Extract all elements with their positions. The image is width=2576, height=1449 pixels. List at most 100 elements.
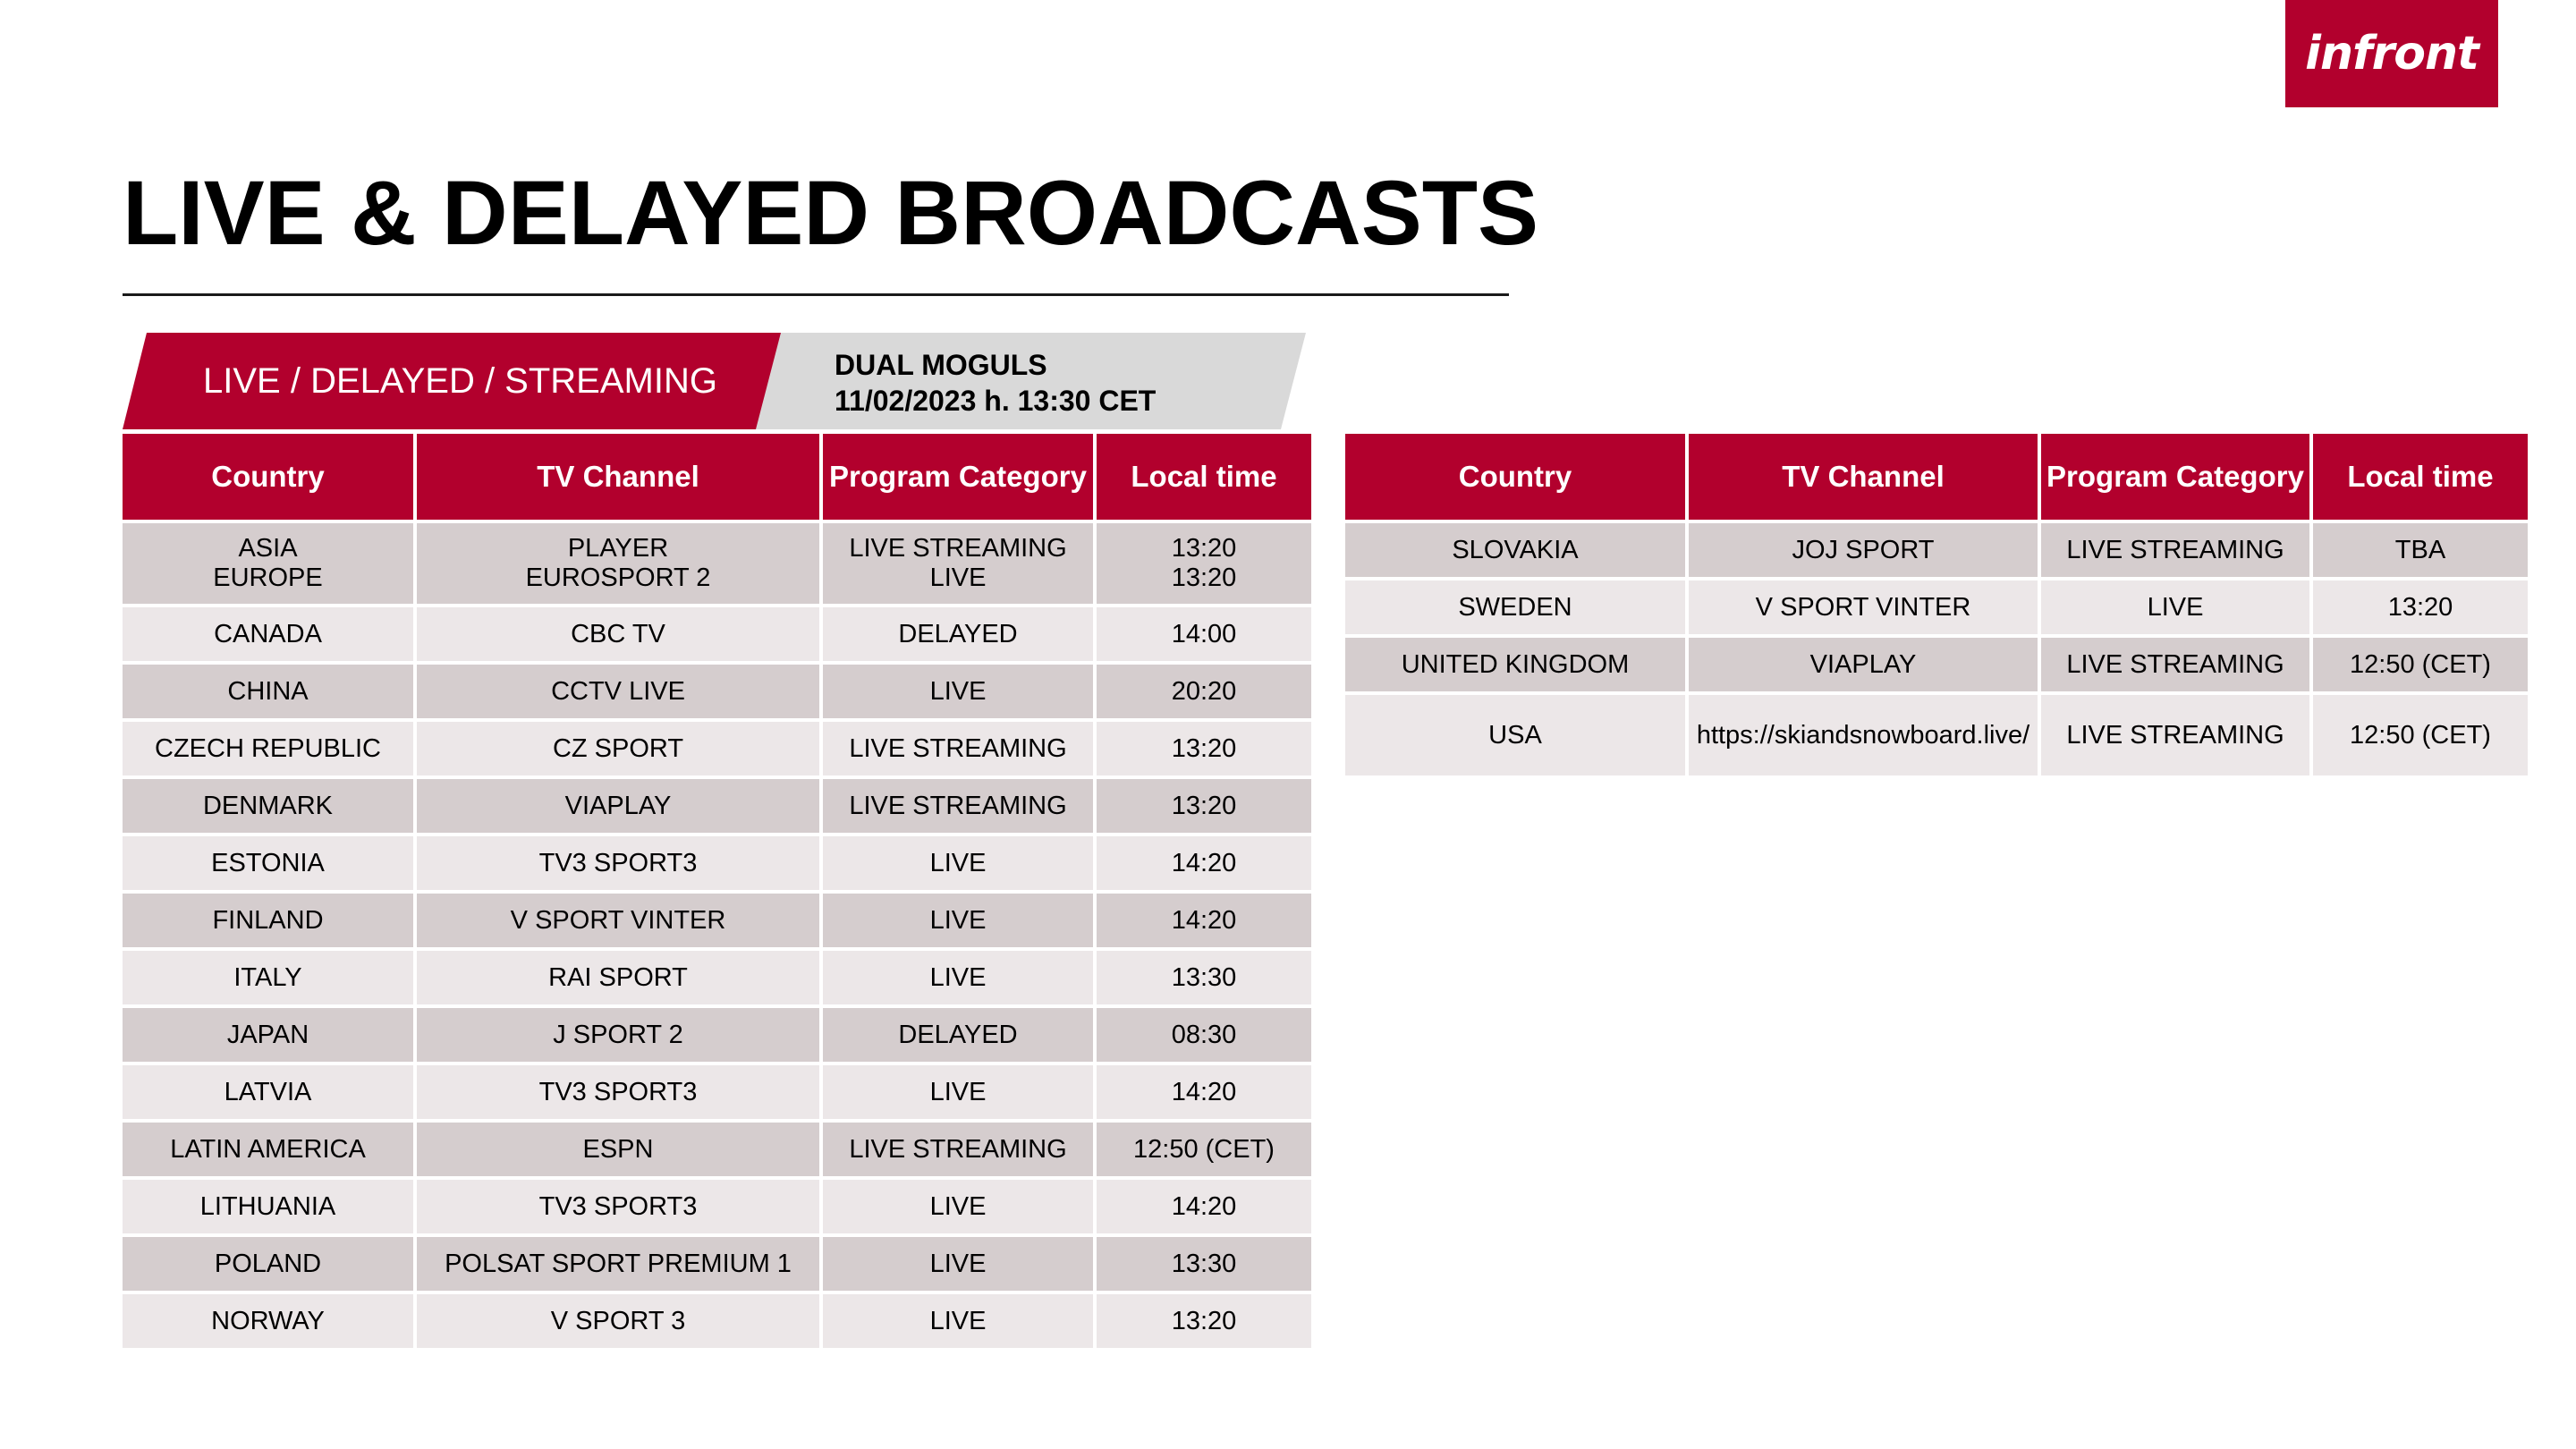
cell-tv-channel: JOJ SPORT (1689, 523, 2038, 577)
cell-country-text: NORWAY (211, 1306, 325, 1335)
table-row: POLAND POLSAT SPORT PREMIUM 1 LIVE 13:30 (123, 1237, 1311, 1291)
cell-country: ITALY (123, 951, 413, 1004)
table-row: DENMARK VIAPLAY LIVE STREAMING 13:20 (123, 779, 1311, 833)
cell-program-category: LIVE (823, 665, 1093, 718)
table-row: ITALY RAI SPORT LIVE 13:30 (123, 951, 1311, 1004)
cell-tv-channel-text: VIAPLAY (1809, 649, 1917, 679)
cell-tv-channel: CZ SPORT (417, 722, 819, 775)
cell-country-text: ITALY (233, 962, 302, 992)
cell-program-category: LIVE (823, 1237, 1093, 1291)
cell-local-time-text: 12:50 (CET) (2350, 649, 2491, 679)
table-row: FINLAND V SPORT VINTER LIVE 14:20 (123, 894, 1311, 947)
cell-country: ESTONIA (123, 836, 413, 890)
cell-local-time: TBA (2313, 523, 2528, 577)
column-header-program-category: Program Category (823, 434, 1093, 520)
cell-local-time-text: 14:20 (1171, 848, 1237, 877)
cell-local-time-text: 13:20 (1171, 564, 1237, 592)
cell-local-time: 13:20 13:20 (1097, 523, 1311, 604)
cell-local-time: 13:20 (1097, 1294, 1311, 1348)
event-banner: DUAL MOGULS 11/02/2023 h. 13:30 CET (756, 333, 1306, 429)
cell-tv-channel-text: VIAPLAY (564, 791, 672, 820)
cell-tv-channel: TV3 SPORT3 (417, 1180, 819, 1233)
cell-tv-channel-text: ESPN (582, 1134, 654, 1164)
cell-local-time: 14:20 (1097, 894, 1311, 947)
cell-tv-channel-text: https://skiandsnowboard.live/ (1696, 720, 2030, 750)
cell-local-time-text: 14:20 (1171, 1191, 1237, 1221)
table-row: SLOVAKIA JOJ SPORT LIVE STREAMING TBA (1345, 523, 2528, 577)
cell-local-time-text: 13:20 (1171, 791, 1237, 820)
table-row: NORWAY V SPORT 3 LIVE 13:20 (123, 1294, 1311, 1348)
cell-tv-channel: ESPN (417, 1123, 819, 1176)
cell-program-category-text: LIVE STREAMING (2066, 649, 2284, 679)
cell-program-category: LIVE (823, 1180, 1093, 1233)
section-banner-label: LIVE / DELAYED / STREAMING (203, 360, 717, 401)
cell-local-time: 14:00 (1097, 607, 1311, 661)
cell-country-text: SLOVAKIA (1452, 535, 1579, 564)
table-row: LATIN AMERICA ESPN LIVE STREAMING 12:50 (CE… (123, 1123, 1311, 1176)
cell-local-time-text: 12:50 (CET) (2350, 720, 2491, 750)
cell-country-text: JAPAN (226, 1020, 309, 1049)
cell-program-category-text: LIVE (929, 1249, 987, 1278)
cell-program-category-text: LIVE STREAMING (849, 791, 1067, 820)
cell-local-time: 13:20 (1097, 722, 1311, 775)
cell-local-time-text: 13:20 (1171, 1306, 1237, 1335)
cell-country-text: UNITED KINGDOM (1401, 649, 1630, 679)
cell-program-category: LIVE (823, 951, 1093, 1004)
cell-country-text: EUROPE (213, 564, 323, 592)
cell-program-category-text: LIVE STREAMING (2066, 535, 2284, 564)
column-header-local-time: Local time (2313, 434, 2528, 520)
cell-local-time: 13:20 (1097, 779, 1311, 833)
table-row: USA https://skiandsnowboard.live/LIVE STR… (1345, 695, 2528, 775)
cell-country: LATIN AMERICA (123, 1123, 413, 1176)
cell-country: JAPAN (123, 1008, 413, 1062)
event-name: DUAL MOGULS (835, 349, 1047, 381)
cell-program-category: LIVE (2041, 580, 2309, 634)
table-row: LATVIA TV3 SPORT3 LIVE 14:20 (123, 1065, 1311, 1119)
cell-country-text: DENMARK (202, 791, 333, 820)
cell-tv-channel: POLSAT SPORT PREMIUM 1 (417, 1237, 819, 1291)
cell-tv-channel: V SPORT VINTER (1689, 580, 2038, 634)
cell-local-time: 14:20 (1097, 1180, 1311, 1233)
cell-program-category-text: DELAYED (898, 1020, 1018, 1049)
cell-country-text: LITHUANIA (199, 1191, 336, 1221)
cell-program-category: LIVE (823, 836, 1093, 890)
cell-local-time: 12:50 (CET) (1097, 1123, 1311, 1176)
cell-local-time-text: 14:20 (1171, 905, 1237, 935)
page-title: LIVE & DELAYED BROADCASTS (123, 162, 1539, 264)
cell-program-category: LIVE STREAMING (2041, 695, 2309, 775)
cell-local-time-text: 13:20 (2387, 592, 2453, 622)
cell-tv-channel: PLAYER EUROSPORT 2 (417, 523, 819, 604)
cell-tv-channel-text: CCTV LIVE (551, 676, 685, 706)
cell-program-category: LIVE STREAMING (823, 1123, 1093, 1176)
cell-country-text: LATVIA (224, 1077, 312, 1106)
cell-country: DENMARK (123, 779, 413, 833)
cell-local-time-text: 14:00 (1171, 619, 1237, 648)
cell-country-text: CHINA (227, 676, 309, 706)
cell-tv-channel-text: CZ SPORT (552, 733, 684, 763)
table-row: LITHUANIA TV3 SPORT3 LIVE 14:20 (123, 1180, 1311, 1233)
infront-logo: infront (2285, 0, 2498, 107)
cell-local-time-text: 13:30 (1171, 1249, 1237, 1278)
cell-program-category: LIVE STREAMING LIVE (823, 523, 1093, 604)
cell-program-category: DELAYED (823, 607, 1093, 661)
cell-program-category-text: LIVE (929, 905, 987, 935)
cell-program-category-text: LIVE STREAMING (849, 534, 1067, 563)
cell-program-category-text: LIVE (929, 1191, 987, 1221)
cell-tv-channel: VIAPLAY (417, 779, 819, 833)
cell-program-category-text: LIVE STREAMING (849, 733, 1067, 763)
table-row: JAPAN J SPORT 2 DELAYED 08:30 (123, 1008, 1311, 1062)
cell-tv-channel: J SPORT 2 (417, 1008, 819, 1062)
cell-local-time-text: 12:50 (CET) (1133, 1134, 1275, 1164)
cell-local-time: 14:20 (1097, 1065, 1311, 1119)
cell-program-category-text: LIVE (929, 1077, 987, 1106)
column-header-tv-channel: TV Channel (1689, 434, 2038, 520)
cell-country: SLOVAKIA (1345, 523, 1685, 577)
cell-program-category-text: LIVE (929, 962, 987, 992)
cell-country-text: ESTONIA (211, 848, 325, 877)
table-row: CZECH REPUBLIC CZ SPORT LIVE STREAMING 13:2… (123, 722, 1311, 775)
cell-tv-channel-text: TV3 SPORT3 (538, 1191, 698, 1221)
cell-country: CANADA (123, 607, 413, 661)
cell-local-time-text: 13:30 (1171, 962, 1237, 992)
cell-tv-channel: V SPORT 3 (417, 1294, 819, 1348)
title-divider (123, 293, 1509, 296)
